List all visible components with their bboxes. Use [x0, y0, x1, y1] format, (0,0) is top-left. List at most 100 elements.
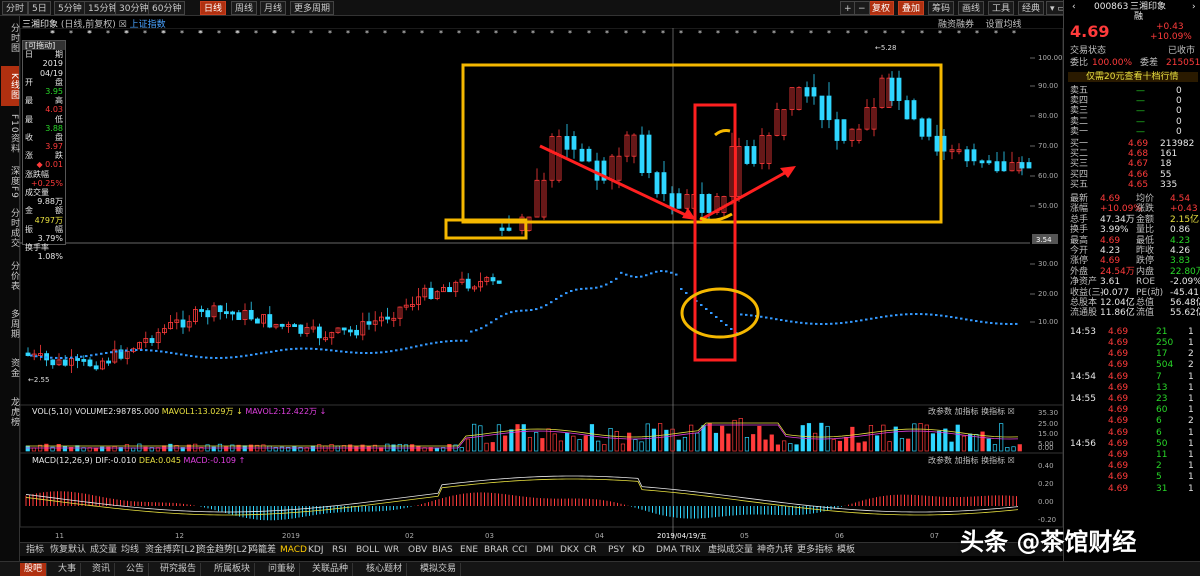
indicator-tab[interactable]: TRIX: [680, 545, 701, 555]
data-window-header[interactable]: [可拖动]: [23, 41, 65, 51]
left-nav-item-6[interactable]: 多周期: [9, 309, 19, 339]
close-icon[interactable]: ☒: [118, 20, 127, 30]
left-nav-item-7[interactable]: 资金: [9, 358, 19, 378]
event-marker[interactable]: *: [476, 29, 480, 38]
indicator-tab[interactable]: 指标: [26, 545, 45, 555]
toolbar-button-4[interactable]: 工具: [988, 1, 1015, 15]
event-marker[interactable]: *: [199, 29, 203, 38]
period-tab-8[interactable]: 月线: [260, 1, 287, 15]
event-marker[interactable]: *: [957, 29, 961, 38]
indicator-tab[interactable]: 成交量: [90, 545, 118, 555]
macd-edit-params[interactable]: 改参数: [928, 456, 952, 465]
close-icon[interactable]: ☒: [1007, 456, 1015, 465]
period-tab-2[interactable]: 5分钟: [54, 1, 86, 15]
left-nav-item-2[interactable]: F10资料: [9, 114, 19, 154]
indicator-tab[interactable]: KDJ: [308, 545, 324, 555]
indicator-tab[interactable]: MACD: [280, 545, 307, 555]
event-marker[interactable]: *: [383, 29, 387, 38]
left-nav-item-0[interactable]: 分时图: [9, 23, 19, 53]
indicator-tab[interactable]: KD: [632, 545, 645, 555]
event-marker[interactable]: *: [531, 29, 535, 38]
data-window[interactable]: [可拖动] 日期 2019 04/19 开盘 3.95 最高 4.03 最低 3.88 收盘 3.97…: [22, 40, 66, 261]
event-marker[interactable]: *: [679, 29, 683, 38]
macd-change-indicator[interactable]: 换指标: [981, 456, 1006, 465]
status-tab[interactable]: 所属板块: [210, 563, 256, 576]
event-marker[interactable]: *: [198, 29, 202, 38]
event-marker[interactable]: *: [254, 29, 258, 38]
left-nav-item-1[interactable]: K线图: [1, 66, 19, 106]
event-marker[interactable]: *: [568, 29, 572, 38]
event-marker[interactable]: *: [513, 29, 517, 38]
event-marker[interactable]: *: [439, 29, 443, 38]
ma-settings-link[interactable]: 设置均线: [985, 20, 1022, 30]
gear-icon[interactable]: ‹: [1072, 2, 1076, 12]
left-nav-item-8[interactable]: 龙虎榜: [9, 397, 19, 427]
indicator-tab[interactable]: DKX: [560, 545, 579, 555]
indicator-tab[interactable]: BOLL: [356, 545, 380, 555]
event-marker[interactable]: *: [272, 29, 276, 38]
period-tab-7[interactable]: 周线: [231, 1, 258, 15]
vol-add-indicator[interactable]: 加指标: [954, 407, 979, 416]
indicator-tab[interactable]: 模板: [837, 545, 856, 555]
event-marker[interactable]: *: [698, 29, 702, 38]
left-nav-item-4[interactable]: 分时成交: [9, 208, 19, 248]
indicator-tab[interactable]: BRAR: [484, 545, 509, 555]
event-marker[interactable]: *: [69, 29, 73, 38]
indicator-tab[interactable]: 神奇九转: [757, 545, 794, 555]
status-tab[interactable]: 关联品种: [308, 563, 354, 576]
indicator-tab[interactable]: OBV: [408, 545, 428, 555]
event-marker[interactable]: *: [420, 29, 424, 38]
indicator-tab[interactable]: DMA: [656, 545, 677, 555]
event-marker[interactable]: *: [125, 29, 129, 38]
zoom-out-icon[interactable]: −: [854, 1, 870, 15]
close-icon[interactable]: ☒: [1007, 407, 1015, 416]
toolbar-button-5[interactable]: 经典: [1018, 1, 1045, 15]
event-marker[interactable]: *: [883, 29, 887, 38]
index-overlay-link[interactable]: 上证指数: [129, 20, 166, 30]
event-marker[interactable]: *: [772, 29, 776, 38]
event-marker[interactable]: *: [106, 29, 110, 38]
status-tab[interactable]: 问董秘: [264, 563, 301, 576]
event-marker[interactable]: *: [161, 29, 165, 38]
indicator-tab[interactable]: BIAS: [432, 545, 453, 555]
toolbar-button-1[interactable]: 叠加: [898, 1, 925, 15]
period-tab-4[interactable]: 30分钟: [115, 1, 153, 15]
status-tab[interactable]: 模拟交易: [416, 563, 462, 576]
event-marker[interactable]: *: [1012, 29, 1016, 38]
margin-trading-link[interactable]: 融资融券: [938, 20, 975, 30]
period-tab-0[interactable]: 分时: [2, 1, 29, 15]
event-marker[interactable]: *: [235, 29, 239, 38]
event-marker[interactable]: *: [753, 29, 757, 38]
event-marker[interactable]: *: [236, 29, 240, 38]
event-marker[interactable]: *: [642, 29, 646, 38]
toolbar-button-2[interactable]: 筹码: [928, 1, 955, 15]
event-marker[interactable]: *: [920, 29, 924, 38]
left-nav-item-5[interactable]: 分价表: [9, 261, 19, 291]
event-marker[interactable]: *: [51, 29, 55, 38]
event-marker[interactable]: *: [88, 29, 92, 38]
period-tab-9[interactable]: 更多周期: [290, 1, 335, 15]
status-tab[interactable]: 核心题材: [362, 563, 408, 576]
toolbar-button-3[interactable]: 画线: [958, 1, 985, 15]
event-marker[interactable]: *: [938, 29, 942, 38]
next-icon[interactable]: ›: [1192, 2, 1196, 12]
event-marker[interactable]: *: [180, 29, 184, 38]
event-marker[interactable]: *: [494, 29, 498, 38]
event-marker[interactable]: *: [346, 29, 350, 38]
status-tab[interactable]: 大事: [54, 563, 82, 576]
event-marker[interactable]: *: [217, 29, 221, 38]
event-marker[interactable]: *: [87, 29, 91, 38]
indicator-tab[interactable]: 虚拟成交量: [708, 545, 754, 555]
event-marker[interactable]: *: [790, 29, 794, 38]
event-marker[interactable]: *: [864, 29, 868, 38]
status-tab[interactable]: 研究报告: [156, 563, 202, 576]
event-marker[interactable]: *: [716, 29, 720, 38]
event-markers[interactable]: * * * * * * * * * * * * * * * * * * * * * * * * * * * * * * * * * * * * * * * *…: [50, 29, 1016, 38]
indicator-tab[interactable]: WR: [384, 545, 400, 555]
event-marker[interactable]: *: [124, 29, 128, 38]
status-tab[interactable]: 股吧: [20, 563, 48, 576]
event-marker[interactable]: *: [162, 29, 166, 38]
indicator-tab[interactable]: CCI: [512, 545, 528, 555]
indicator-tab[interactable]: 恢复默认: [50, 545, 87, 555]
event-marker[interactable]: *: [735, 29, 739, 38]
